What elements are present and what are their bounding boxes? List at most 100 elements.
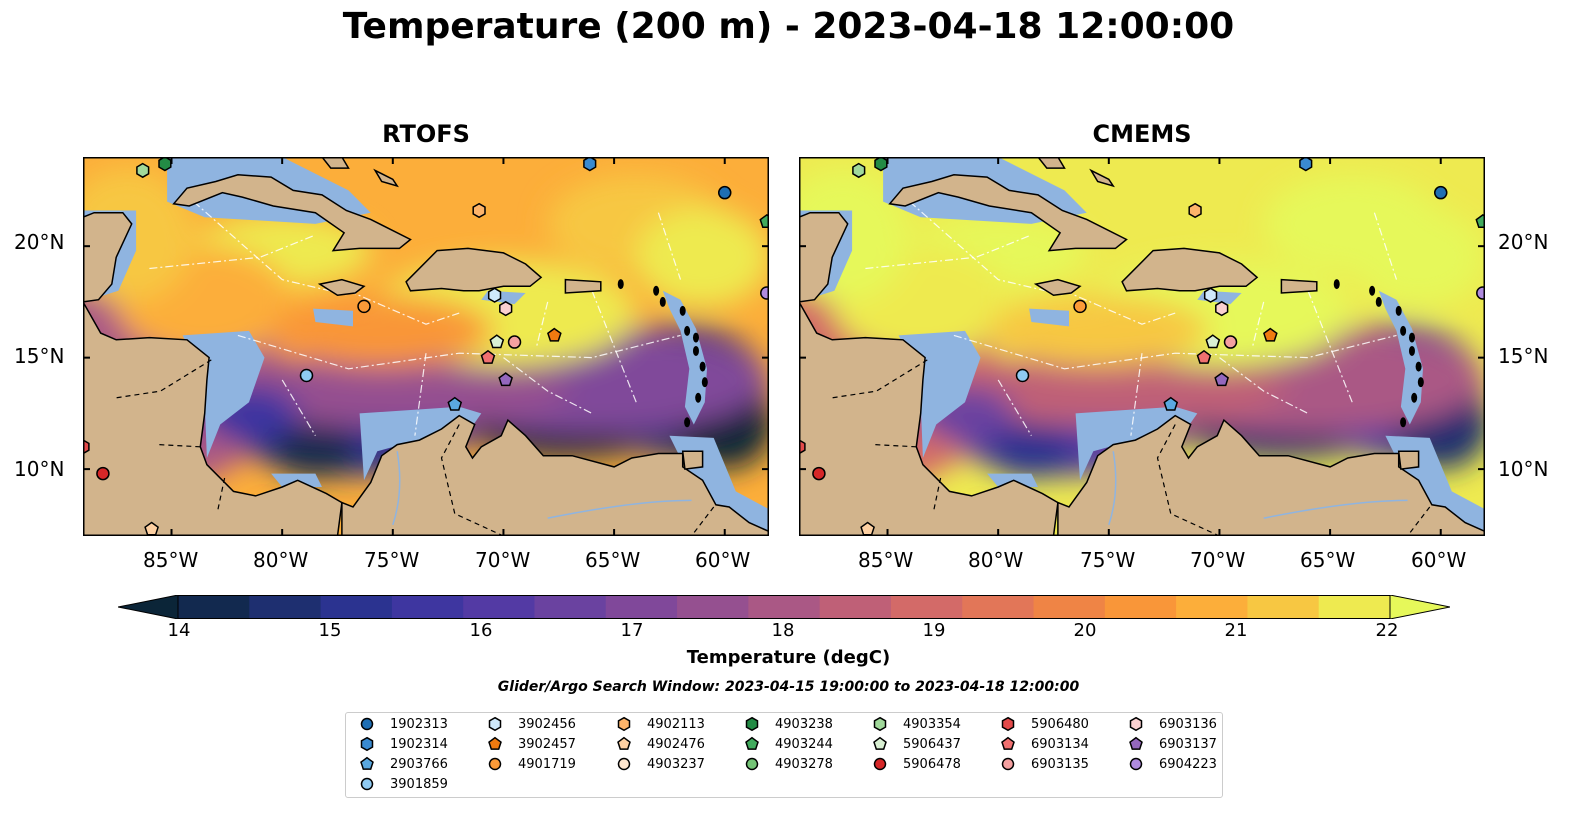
rtofs-land-cuba	[172, 174, 412, 252]
colorbar-bin-15	[1176, 595, 1248, 619]
cmems-river-orinoco	[1263, 499, 1408, 519]
legend-label: 3902457	[518, 736, 576, 752]
lon-label-60w-right: 60°W	[1411, 548, 1467, 572]
colorbar-tick-21: 21	[1224, 620, 1248, 641]
rtofs-shelf-6	[313, 308, 353, 327]
rtofs-eez-line-6	[591, 290, 637, 403]
float-legend: 1902313 1902314 2903766 3901859 3902456 39024…	[345, 712, 1223, 798]
rtofs-border-3	[440, 424, 504, 536]
cmems-float-3901859	[1015, 368, 1030, 383]
cmems-eez-line-7	[997, 379, 1032, 437]
colorbar-bin-14	[1104, 595, 1177, 619]
cmems-eez-line-9	[1252, 301, 1265, 347]
cmems-frame	[799, 157, 1485, 536]
cmems-float-4901719	[1073, 299, 1087, 314]
legend-marker-circle-icon	[745, 757, 759, 771]
lon-label-80w-right: 80°W	[968, 548, 1024, 572]
rtofs-border-4	[691, 506, 715, 536]
cmems-border-3	[1156, 424, 1220, 536]
rtofs-float-4901719	[357, 299, 371, 314]
legend-marker-pentagon-icon	[1001, 736, 1015, 750]
lat-label-15n-left: 15°N	[14, 344, 65, 368]
lon-label-85w-right: 85°W	[858, 548, 914, 572]
rtofs-eez-line-9	[536, 301, 549, 347]
colorbar-bin-9	[748, 595, 821, 619]
cmems-eez-line-0	[909, 201, 1065, 296]
colorbar-tick-15: 15	[318, 620, 342, 641]
rtofs-land-south-america	[341, 414, 769, 536]
colorbar-extend-low	[117, 594, 179, 620]
legend-item-6904223: 6904223	[1125, 755, 1217, 773]
legend-item-1902314: 1902314	[356, 735, 448, 753]
rtofs-float-3902456	[487, 287, 502, 303]
legend-marker-pentagon-icon	[1129, 736, 1143, 750]
colorbar-bin-3	[320, 595, 393, 619]
rtofs-float-3902457	[547, 327, 562, 342]
legend-item-3902457: 3902457	[484, 735, 576, 753]
legend-item-2903766: 2903766	[356, 755, 448, 773]
colorbar-bin-12	[962, 595, 1035, 619]
legend-item-5906480: 5906480	[997, 715, 1089, 733]
rtofs-island-4	[699, 361, 706, 372]
lon-label-65w-left: 65°W	[585, 548, 641, 572]
legend-item-4902476: 4902476	[613, 735, 705, 753]
legend-label: 1902313	[390, 716, 448, 732]
lon-label-60w-left: 60°W	[695, 548, 751, 572]
rtofs-island-0	[679, 305, 686, 316]
cmems-eez-line-1	[865, 234, 1032, 270]
cmems-border-4	[1407, 506, 1431, 536]
colorbar-bin-4	[391, 595, 464, 619]
cmems-map	[799, 157, 1485, 536]
cmems-float-2903766	[1163, 396, 1179, 411]
legend-item-6903137: 6903137	[1125, 735, 1217, 753]
rtofs-land-andros	[373, 168, 399, 188]
legend-item-6903136: 6903136	[1125, 715, 1217, 733]
cmems-land-jamaica	[1033, 278, 1082, 296]
cmems-land-andros	[1089, 168, 1115, 188]
colorbar-bin-10	[819, 595, 892, 619]
rtofs-float-4903244	[759, 213, 769, 228]
cmems-land-hispaniola	[1121, 247, 1259, 292]
legend-item-4903237: 4903237	[613, 755, 705, 773]
legend-label: 6903135	[1031, 756, 1089, 772]
colorbar-tick-22: 22	[1375, 620, 1399, 641]
lat-label-10n-right: 10°N	[1498, 457, 1549, 481]
legend-label: 4903238	[775, 716, 833, 732]
cmems-island-5	[1417, 377, 1424, 388]
legend-marker-hexagon-icon	[873, 716, 887, 732]
legend-label: 4903237	[647, 756, 705, 772]
rtofs-eez-line-1	[149, 234, 316, 270]
cmems-eez-line-4	[1219, 357, 1309, 414]
legend-label: 3902456	[518, 716, 576, 732]
legend-marker-pentagon-icon	[488, 736, 502, 750]
lat-label-10n-left: 10°N	[14, 457, 65, 481]
colorbar-tick-14: 14	[167, 620, 191, 641]
colorbar-gradient	[117, 594, 1451, 620]
legend-marker-pentagon-icon	[873, 736, 887, 750]
lon-label-80w-left: 80°W	[253, 548, 309, 572]
cmems-float-6903134	[1196, 349, 1212, 364]
rtofs-land-hispaniola	[405, 247, 543, 292]
rtofs-eez-line-5	[657, 212, 682, 280]
legend-item-3902456: 3902456	[484, 715, 576, 733]
legend-item-4901719: 4901719	[484, 755, 576, 773]
cmems-float-4903244	[1475, 213, 1485, 228]
rtofs-eez-line-2	[237, 334, 681, 370]
rtofs-land-bahamas	[321, 157, 350, 169]
cmems-island-3	[1408, 345, 1415, 356]
rtofs-float-4902113	[472, 202, 486, 219]
lon-label-75w-left: 75°W	[364, 548, 420, 572]
figure-title: Temperature (200 m) - 2023-04-18 12:00:0…	[342, 6, 1235, 47]
colorbar-bin-17	[1318, 595, 1391, 619]
legend-item-4903278: 4903278	[741, 755, 833, 773]
cmems-land-trinidad	[1397, 450, 1420, 470]
rtofs-border-0	[116, 359, 212, 399]
colorbar-bin-8	[677, 595, 749, 619]
rtofs-island-7	[684, 417, 691, 428]
legend-marker-pentagon-icon	[745, 736, 759, 750]
legend-item-4903244: 4903244	[741, 735, 833, 753]
legend-label: 4902113	[647, 716, 705, 732]
rtofs-land-yucatan	[83, 157, 133, 303]
legend-marker-circle-icon	[617, 757, 631, 771]
cmems-float-5906437	[1205, 334, 1221, 349]
